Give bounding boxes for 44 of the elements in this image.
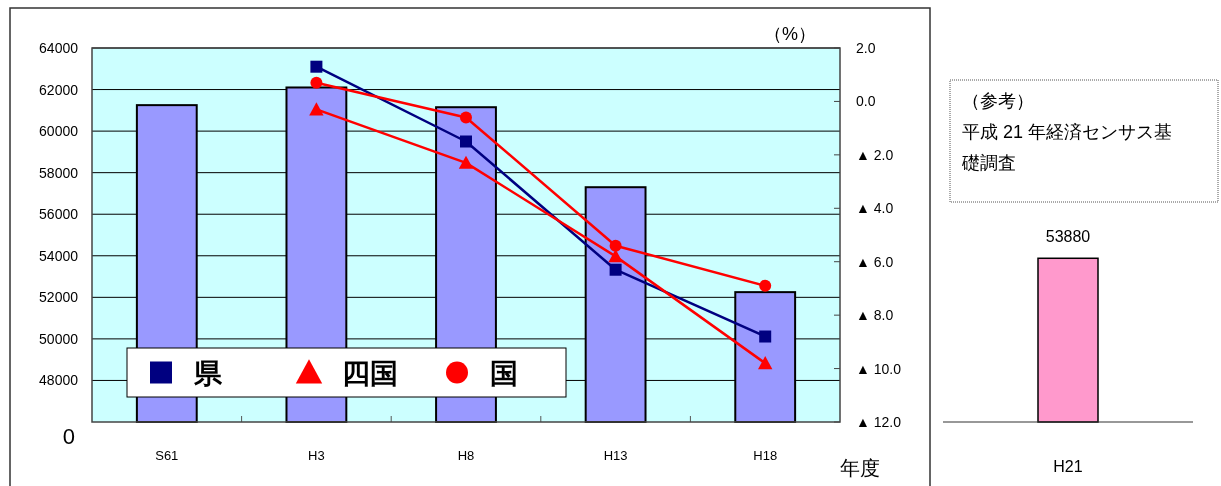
legend-label: 国	[490, 357, 518, 389]
point	[759, 279, 772, 292]
y2-tick-label: 0.0	[856, 93, 876, 110]
legend-label: 四国	[342, 357, 398, 389]
y-tick-label: 56000	[39, 206, 79, 223]
x-tick-label: S61	[155, 448, 179, 463]
point	[608, 249, 623, 263]
data-label: 53880	[1045, 228, 1091, 246]
x-tick-label: H3	[308, 448, 325, 463]
point	[609, 239, 622, 252]
x-tick-label: H13	[603, 448, 628, 463]
point	[310, 60, 323, 73]
point	[460, 111, 472, 124]
legend-label: 県	[193, 357, 223, 389]
y2-tick-label: ▲ 6.0	[856, 253, 894, 270]
point	[460, 135, 472, 148]
y-tick-label: 62000	[39, 81, 79, 98]
text: 平成 21 年経済センサス基礎調査	[962, 121, 1174, 175]
x-tick-label: H21	[1053, 458, 1083, 475]
y-tick-label: 54000	[39, 247, 79, 264]
point	[759, 330, 772, 343]
y2-tick-label: ▲ 4.0	[856, 200, 894, 217]
y2-tick-label: ▲ 8.0	[856, 307, 894, 324]
x-tick-label: H8	[457, 448, 475, 463]
y2-tick-label: ▲ 12.0	[856, 414, 902, 430]
y2-tick-label: ▲ 2.0	[856, 146, 894, 163]
y2-axis-title: （%）	[763, 24, 817, 44]
y2-tick-label: 2.0	[856, 40, 876, 56]
y-tick-label: 52000	[39, 289, 79, 306]
point	[458, 155, 474, 169]
point	[310, 76, 323, 89]
y-tick-label: 60000	[39, 123, 79, 140]
text: 0	[62, 424, 75, 449]
point	[758, 356, 773, 370]
y-tick-label: 48000	[39, 372, 79, 389]
y-tick-label: 58000	[39, 164, 79, 181]
point	[609, 263, 622, 276]
x-tick-label: H18	[753, 448, 778, 463]
y-tick-label: 64000	[39, 40, 79, 56]
point	[309, 102, 324, 116]
text: （参考）	[962, 90, 1035, 113]
y-tick-label: 50000	[39, 330, 79, 347]
y2-tick-label: ▲ 10.0	[856, 360, 902, 377]
x-axis-title: 年度	[840, 457, 880, 479]
